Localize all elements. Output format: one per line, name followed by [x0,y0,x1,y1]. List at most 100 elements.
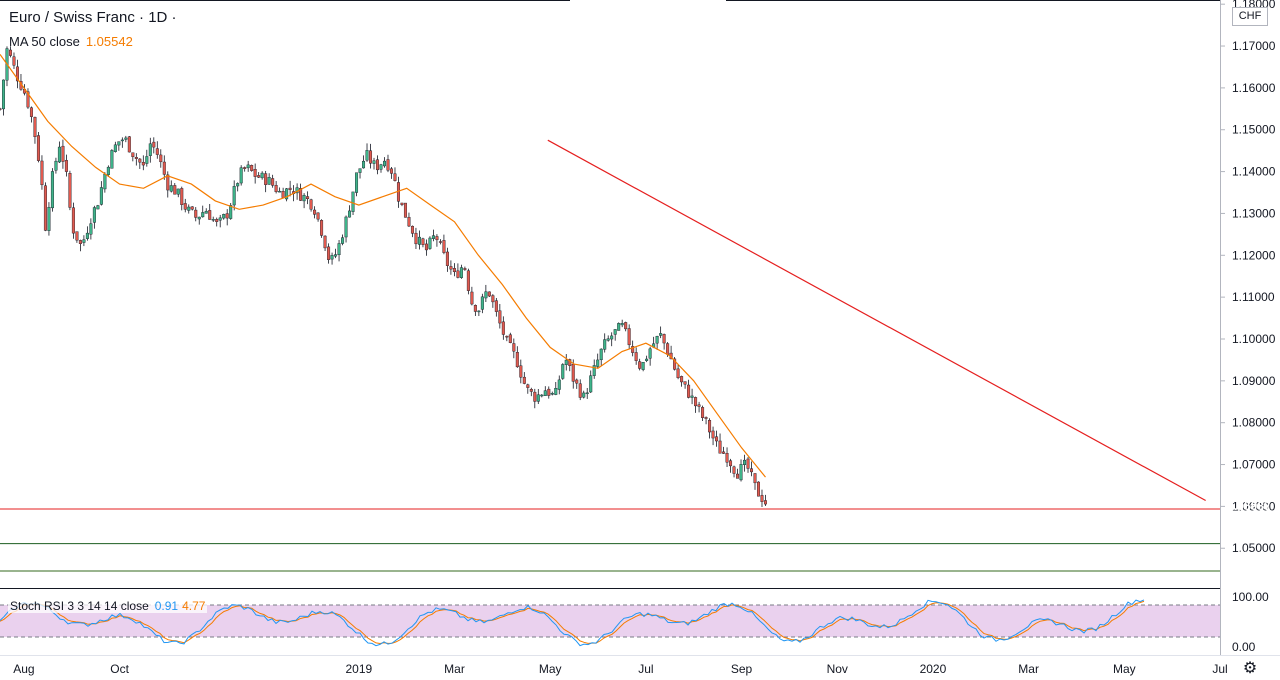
candle-body [208,210,212,220]
candle-body [750,468,754,473]
candle-body [522,376,526,384]
candle-body [57,146,61,163]
candle-body [442,240,446,253]
price-axis[interactable]: 1.18000 1.17000 1.16000 1.15000 1.14000 1.130… [1221,0,1276,555]
stoch-d-value: 4.77 [182,599,206,613]
candle-body [29,107,33,117]
descending-trendline [547,139,1206,502]
candle-body [708,419,712,433]
trendline[interactable] [547,139,1206,502]
stoch-rsi-legend[interactable]: Stoch RSI 3 3 14 14 close 0.91 4.77 [8,599,208,613]
candle-body [183,203,187,210]
candle-body [498,310,502,324]
candle-body [299,188,303,201]
x-tick-label: May [539,662,562,676]
candle-body [92,207,96,223]
candle-body [743,459,747,465]
candle-body [236,183,240,187]
candle-body [540,394,544,397]
candle-body [526,384,530,388]
candle-body [225,213,229,219]
x-tick-label: 2020 [920,662,947,676]
candle-body [197,216,201,220]
candle-body [264,173,268,185]
candle-body [438,241,442,243]
candle-body [54,160,58,171]
candle-body [435,236,439,241]
candle-body [645,358,649,361]
candle-body [407,216,411,227]
candle-body [334,254,338,257]
candle-body [648,348,652,359]
candle-body [337,243,341,256]
candle-body [487,291,491,297]
candle-body [194,209,198,218]
ma-label: MA 50 close [9,34,80,49]
candle-body [8,49,12,56]
candle-body [697,404,701,407]
candle-body [33,116,37,138]
price-tag-last: 1.05115 [1227,531,1271,545]
candle-body [89,223,93,235]
candle-body [463,268,467,270]
candle-body [393,173,397,181]
candle-body [253,169,257,177]
candle-body [12,56,16,66]
candle-body [666,343,670,355]
candle-body [389,168,393,174]
candle-body [134,157,138,159]
candle-body [480,296,484,310]
oscillator-tick-label: 100.00 [1232,590,1269,604]
candle-body [327,246,331,260]
horizontal-levels [0,508,1220,572]
candle-body [704,417,708,419]
candle-body [309,199,313,210]
candle-body [369,150,373,164]
time-axis[interactable]: Aug Oct 2019 Mar May Jul Sep Nov 2020 Mar May Jul [13,662,1227,676]
candle-body [127,136,131,153]
candle-body [376,159,380,171]
candle-body [382,160,386,167]
candle-body [358,168,362,173]
candle-body [701,407,705,418]
candle-body [166,174,170,191]
currency-badge[interactable]: CHF [1232,7,1268,26]
candle-body [494,300,498,312]
candle-body [155,148,159,155]
candle-body [323,235,327,249]
ma-legend[interactable]: MA 50 close 1.05542 [9,34,133,49]
y-tick-label: 1.15000 [1232,123,1276,137]
symbol-title[interactable]: Euro / Swiss Franc · 1D · [9,9,177,26]
candle-body [536,394,540,402]
y-tick-label: 1.14000 [1232,165,1276,179]
candle-body [281,191,285,198]
candle-body [148,143,152,156]
x-tick-label: Mar [444,662,465,676]
candle-body [620,323,624,326]
candle-body [683,381,687,385]
candle-body [288,187,292,190]
stoch-d-line [0,600,1145,645]
candle-body [26,91,30,108]
candle-body [690,395,694,398]
candle-body [599,348,603,361]
moving-average-line [0,54,766,478]
candle-body [187,206,191,211]
stoch-rsi-label: Stoch RSI 3 3 14 14 close [10,599,149,613]
candle-body [246,164,250,169]
candle-body [428,237,432,249]
candle-body [746,458,750,469]
candle-body [410,225,414,234]
gear-icon[interactable]: ⚙ [1242,660,1258,677]
candle-body [47,207,51,231]
candle-body [624,322,628,330]
x-tick-label: Oct [110,662,129,676]
candle-body [596,359,600,367]
x-tick-label: Nov [827,662,848,676]
candle-body [278,190,282,193]
candle-body [501,321,505,335]
candle-body [64,160,68,172]
candle-body [36,135,40,161]
candle-body [365,150,369,161]
